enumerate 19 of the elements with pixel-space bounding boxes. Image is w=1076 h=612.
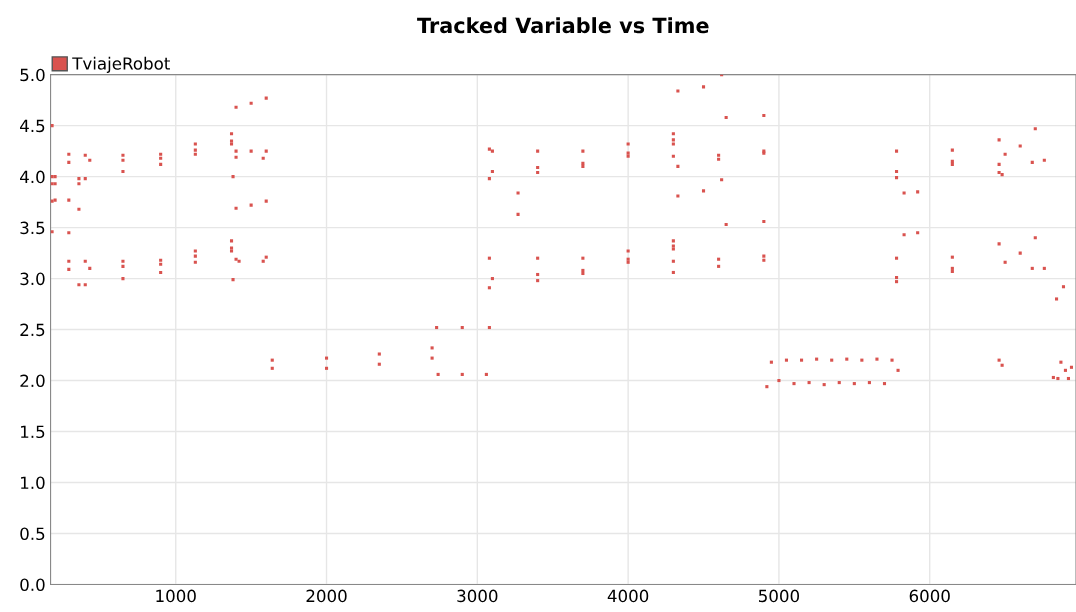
- x-tick-label: 5000: [759, 589, 800, 603]
- x-tick-label: 6000: [909, 589, 950, 603]
- y-tick-label: 1.5: [21, 425, 45, 439]
- y-tick-label: 3.5: [20, 221, 45, 235]
- y-tick-label: 0.0: [20, 578, 45, 592]
- y-tick-label: 3.0: [20, 272, 45, 286]
- y-tick-label: 2.5: [20, 323, 45, 337]
- y-tick-label: 0.5: [20, 527, 45, 541]
- y-tick-label: 4.0: [20, 170, 45, 184]
- y-tick-label: 1.0: [21, 476, 45, 490]
- y-tick-label: 2.0: [20, 374, 45, 388]
- chart-title: Tracked Variable vs Time: [417, 17, 709, 34]
- y-tick-label: 4.5: [20, 119, 45, 133]
- x-tick-label: 1000: [156, 589, 196, 603]
- x-tick-label: 3000: [457, 589, 498, 603]
- x-tick-label: 4000: [607, 589, 649, 603]
- y-tick-label: 5.0: [20, 68, 45, 82]
- x-tick-label: 2000: [306, 589, 347, 603]
- legend-label: TviajeRobot: [72, 56, 170, 73]
